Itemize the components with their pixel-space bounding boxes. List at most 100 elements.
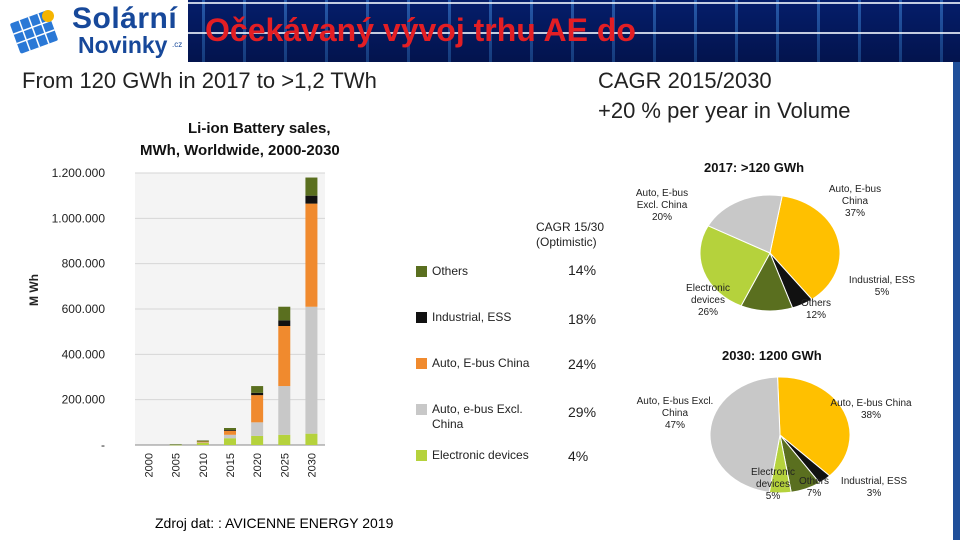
x-tick-label: 2000 [144,453,156,477]
pie-2030-label-industrial: Industrial, ESS 3% [832,476,916,500]
pie-2017-slice-auto-e-bus-excl-china [707,194,783,254]
pie-2017-auto-excl-line2: Excl. China [636,200,688,211]
logo-text-novinky: Novinky [78,32,168,58]
headline-right-line1: CAGR 2015/2030 [598,68,772,93]
pie-2030-label-auto-china: Auto, E-bus China 38% [818,398,924,422]
pie-2017-others-line1: Others [800,298,831,309]
bar-2010-others [196,440,209,442]
x-tick-label: 2015 [225,453,237,477]
legend-swatch-auto-china [416,358,427,369]
logo-text-cz: .cz [172,40,183,49]
pie-chart-2017 [699,194,841,312]
x-tick-label: 2020 [252,453,264,477]
y-tick-label: 600.000 [62,302,106,316]
pie-2030-others-line1: Others [798,476,829,487]
pie-2017-label-industrial: Industrial, ESS 5% [834,275,930,299]
bar-2010-auto-e-bus-excl-china [196,442,209,443]
bar-chart-title-line2: MWh, Worldwide, 2000-2030 [140,142,340,159]
bar-2030-others [305,177,318,196]
pie-2017-title: 2017: >120 GWh [704,160,805,175]
bar-chart-title-line1: Li-ion Battery sales, [188,120,331,137]
pie-2030-auto-china-pct: 38% [860,410,881,421]
y-axis-label: M Wh [27,274,41,306]
legend-cagr-electronic: 4% [568,448,589,464]
bar-2005-others [169,444,182,446]
pie-2017-label-auto-excl: Auto, E-bus Excl. China 20% [622,188,702,224]
pie-2017-auto-china-line1: Auto, E-bus [828,184,882,195]
pie-2030-label-electronic: Electronic devices 5% [740,467,806,503]
pie-2030-industrial-pct: 3% [866,488,882,499]
bar-2015-industrial-ess [224,430,236,431]
bar-2020-industrial-ess [251,392,264,396]
pie-2017-electronic-pct: 26% [697,307,718,318]
pie-chart-2030 [709,376,851,494]
bar-2020-others [251,386,264,393]
legend-label-industrial: Industrial, ESS [432,310,512,324]
solar-logo-icon [10,10,58,54]
legend-label-others: Others [432,264,469,278]
x-tick-label: 2025 [279,453,291,477]
bar-2015-auto-e-bus-china [224,430,236,435]
pie-2017-others-pct: 12% [805,310,826,321]
legend-cagr-auto-china: 24% [568,356,597,372]
legend-swatch-auto-excl [416,404,427,415]
pie-2017-auto-excl-pct: 20% [651,212,672,223]
pie-2017-label-others: Others 12% [788,298,844,322]
y-tick-label: 1.000.000 [52,211,106,225]
legend-swatch-others [416,266,427,277]
pie-2017-label-electronic: Electronic devices 26% [672,283,744,319]
legend-title: CAGR 15/30 (Optimistic) [536,220,605,249]
pie-2030-electronic-line1: Electronic [751,467,795,478]
bar-2025-others [278,306,291,321]
legend-cagr-industrial: 18% [568,311,597,327]
legend-swatch-electronic [416,450,427,461]
legend-cagr-auto-excl: 29% [568,404,597,420]
y-tick-label: 1.200.000 [52,166,106,180]
pie-2017-electronic-line2: devices [691,295,725,306]
bar-2020-auto-e-bus-excl-china [251,422,264,436]
pie-2017-auto-china-pct: 37% [844,208,865,219]
bar-2020-electronic-devices [251,435,264,445]
bar-2015-auto-e-bus-excl-china [224,434,236,439]
bar-2030-industrial-ess [305,195,318,204]
bar-2030-auto-e-bus-excl-china [305,306,318,434]
pie-2030-electronic-pct: 5% [765,491,781,502]
pie-2030-auto-china-line1: Auto, E-bus China [830,398,912,409]
legend-label-electronic: Electronic devices [432,448,529,462]
bar-2020-auto-e-bus-china [251,395,264,423]
x-tick-label: 2030 [306,453,318,477]
bar-2010-electronic-devices [196,442,209,445]
pie-2017-industrial-line1: Industrial, ESS [848,275,916,286]
legend-cagr-others: 14% [568,262,597,278]
y-tick-label: 200.000 [62,393,106,407]
bar-2030-auto-e-bus-china [305,203,318,307]
logo-text-solarni: Solární [72,2,178,35]
pie-2017-slice-auto-e-bus-china [769,195,841,301]
pie-2030-electronic-line2: devices [756,479,790,490]
slide-title: Očekávaný vývoj trhu AE do [205,12,636,48]
pie-2030-auto-excl-line2: China [661,408,689,419]
bar-2025-electronic-devices [278,434,291,445]
pie-2030-auto-excl-line1: Auto, E-bus Excl. [636,396,714,407]
bar-2030-electronic-devices [305,433,318,445]
bar-2010-auto-e-bus-china [196,441,209,443]
pie-2030-auto-excl-pct: 47% [664,420,685,431]
bar-2025-industrial-ess [278,320,291,326]
y-tick-label: 800.000 [62,257,106,271]
bar-2015-others [224,428,236,431]
pie-2030-slice-auto-e-bus-excl-china [709,376,781,493]
headline-left: From 120 GWh in 2017 to >1,2 TWh [22,68,377,93]
legend-label-auto-china: Auto, E-bus China [432,356,530,370]
pie-2017-industrial-pct: 5% [874,287,890,298]
pie-2030-others-pct: 7% [806,488,822,499]
pie-2030-title: 2030: 1200 GWh [722,348,822,363]
pie-2030-label-others: Others 7% [788,476,840,500]
bar-2025-auto-e-bus-excl-china [278,386,291,435]
pie-2030-industrial-line1: Industrial, ESS [840,476,908,487]
pie-2017-auto-china-line2: China [841,196,869,207]
headline-right-line2: +20 % per year in Volume [598,98,851,123]
legend-swatch-industrial [416,312,427,323]
pie-2017-label-auto-china: Auto, E-bus China 37% [815,184,895,220]
x-tick-label: 2010 [198,453,210,477]
